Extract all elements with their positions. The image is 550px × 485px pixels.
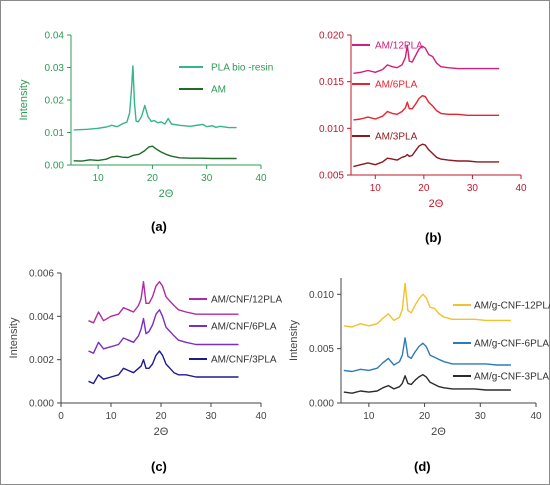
y-tick-label: 0.010 — [319, 124, 344, 135]
series-line-2 — [343, 337, 511, 373]
series-line-3 — [353, 143, 500, 168]
legend-label-3: AM/CNF/3PLA — [211, 355, 277, 366]
chart-d: 10 20 30 40 0.000 0.005 0.010 2Θ Intensity AM/g-C… — [288, 278, 550, 438]
x-tick-label: 40 — [255, 411, 267, 422]
x-tick-label: 10 — [93, 173, 105, 184]
series-line-2 — [353, 94, 500, 121]
y-tick-label: 0.020 — [319, 31, 344, 42]
series-line-1 — [88, 281, 239, 324]
y-tick-label: 0.005 — [319, 171, 344, 182]
y-tick-label: 0.000 — [29, 399, 54, 410]
x-tick-label: 30 — [475, 411, 487, 422]
x-tick-label: 30 — [201, 173, 213, 184]
y-tick-label: 0.002 — [29, 355, 54, 366]
y-axis-title: Intensity — [288, 320, 300, 361]
legend-label-1: AM/g-CNF-12PLA — [474, 301, 550, 312]
y-tick-label: 0.006 — [29, 269, 54, 280]
x-axis-title: 2Θ — [431, 426, 446, 438]
x-tick-label: 20 — [155, 411, 167, 422]
panel-label-d: (d) — [414, 459, 431, 474]
series-line-3 — [88, 350, 239, 385]
x-tick-label: 30 — [467, 183, 479, 194]
x-tick-label: 40 — [255, 173, 267, 184]
x-axis-title: 2Θ — [159, 188, 174, 200]
y-tick-label: 0.01 — [45, 128, 65, 139]
legend-label-2: AM — [211, 85, 226, 96]
x-tick-label: 40 — [515, 183, 527, 194]
legend-label-3: AM/3PLA — [375, 132, 418, 143]
x-tick-label: 10 — [363, 411, 375, 422]
y-axis-title: Intensity — [18, 79, 30, 120]
x-tick-label: 20 — [147, 173, 159, 184]
x-tick-label: 30 — [205, 411, 217, 422]
x-tick-label: 40 — [530, 411, 542, 422]
y-tick-label: 0.004 — [29, 312, 54, 323]
panel-label-a: (a) — [151, 219, 167, 234]
y-tick-label: 0.015 — [319, 77, 344, 88]
panel-d: 10 20 30 40 0.000 0.005 0.010 2Θ Intensity AM/g-C… — [288, 263, 550, 443]
series-line-2 — [73, 145, 237, 162]
chart-c: 0 10 20 30 40 0.000 0.002 0.004 0.006 2Θ Intensity… — [8, 269, 282, 439]
x-axis-title: 2Θ — [154, 426, 169, 438]
x-tick-label: 10 — [105, 411, 117, 422]
legend-label-1: AM/CNF/12PLA — [211, 295, 282, 306]
y-tick-label: 0.03 — [45, 63, 65, 74]
x-tick-label: 20 — [418, 183, 430, 194]
y-tick-label: 0.010 — [309, 290, 334, 301]
y-tick-label: 0.04 — [45, 31, 65, 42]
legend-label-1: PLA bio -resin — [211, 63, 273, 74]
chart-a: 10 20 30 40 0.00 0.01 0.02 0.03 0.04 2Θ Intensity P… — [18, 31, 273, 201]
panel-c: 0 10 20 30 40 0.000 0.002 0.004 0.006 2Θ Intensity… — [6, 263, 282, 443]
legend-label-2: AM/g-CNF-6PLA — [474, 339, 549, 350]
x-tick-label: 0 — [58, 411, 64, 422]
legend-label-2: AM/CNF/6PLA — [211, 322, 277, 333]
y-tick-label: 0.00 — [45, 161, 65, 172]
x-tick-label: 20 — [419, 411, 431, 422]
legend-label-3: AM/g-CNF-3PLA — [474, 372, 549, 383]
y-tick-label: 0.000 — [309, 399, 334, 410]
series-line-1 — [353, 44, 500, 74]
y-tick-label: 0.005 — [309, 344, 334, 355]
series-line-1 — [343, 282, 511, 328]
panel-label-b: (b) — [425, 230, 442, 245]
panel-b: 10 20 30 40 0.005 0.010 0.015 0.020 2Θ AM/12PLA AM… — [296, 13, 536, 211]
panel-a: 10 20 30 40 0.00 0.01 0.02 0.03 0.04 2Θ Intensity P… — [9, 13, 273, 203]
panel-label-c: (c) — [151, 459, 167, 474]
y-axis-title: Intensity — [8, 317, 20, 358]
y-tick-label: 0.02 — [45, 96, 65, 107]
x-axis-title: 2Θ — [429, 198, 444, 210]
series-line-1 — [73, 65, 237, 131]
legend-label-2: AM/6PLA — [375, 80, 418, 91]
x-tick-label: 10 — [370, 183, 382, 194]
series-line-2 — [88, 309, 239, 354]
legend-label-1: AM/12PLA — [375, 41, 423, 52]
chart-b: 10 20 30 40 0.005 0.010 0.015 0.020 2Θ AM/12PLA AM… — [319, 31, 527, 211]
series-line-3 — [343, 373, 511, 394]
